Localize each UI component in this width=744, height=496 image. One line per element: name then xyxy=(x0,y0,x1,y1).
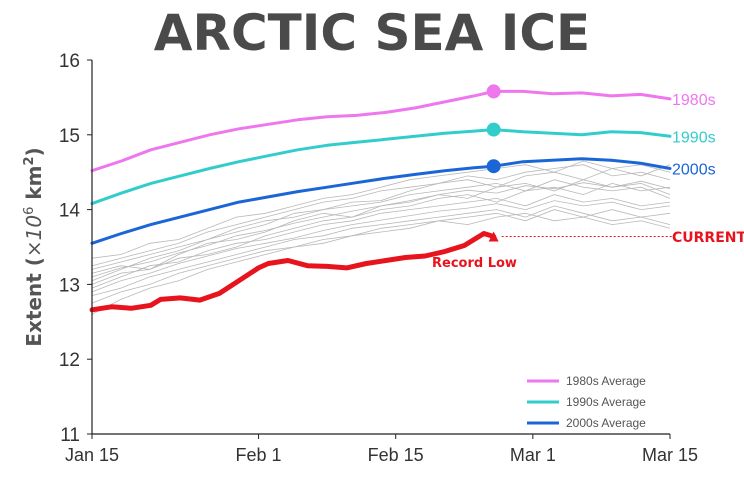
series-lines: 1980s 1990s 2000s xyxy=(89,84,716,313)
y-tick-label-16: 16 xyxy=(59,51,80,72)
legend: 1980s Average 1990s Average 2000s Averag… xyxy=(527,374,646,430)
series-line-2000s xyxy=(90,157,672,245)
background-year-line-12 xyxy=(91,200,671,293)
chart-title: ARCTIC SEA ICE xyxy=(154,4,590,62)
series-end-label-2000s: 2000s xyxy=(672,161,716,178)
x-tick-label: Feb 15 xyxy=(368,445,424,465)
background-year-line-5 xyxy=(91,205,671,296)
y-tick-label-12: 12 xyxy=(59,350,80,371)
y-axis-label-unit-exponent: 2 xyxy=(22,156,37,165)
axes: 11 12 13 14 15 16 Jan 15 Feb 1 Feb 15 Mar 1 Mar 15 xyxy=(59,51,698,465)
series-line-1990s xyxy=(90,128,672,206)
series-line-current xyxy=(89,231,497,313)
current-day-marker-2000s xyxy=(486,159,501,174)
y-axis-label-unit: km xyxy=(22,165,46,206)
legend-label-1980s: 1980s Average xyxy=(566,374,646,388)
y-axis-label-exponent: 6 xyxy=(22,207,37,215)
background-year-line-10 xyxy=(91,209,671,315)
background-year-line-11 xyxy=(91,180,671,278)
x-tick-label: Jan 15 xyxy=(65,445,119,465)
background-year-line-4 xyxy=(91,164,671,267)
background-year-lines xyxy=(91,160,671,315)
x-tick-label: Mar 1 xyxy=(510,445,556,465)
background-year-line-8 xyxy=(91,212,671,304)
y-axis-label: Extent (×106 km2) xyxy=(22,147,46,346)
y-tick-label-11: 11 xyxy=(60,425,80,446)
background-year-line-6 xyxy=(91,160,671,259)
y-tick-label-15: 15 xyxy=(59,126,80,147)
background-year-line-1 xyxy=(91,164,671,282)
record-low-label: Record Low xyxy=(432,256,517,271)
series-line-1980s xyxy=(90,89,672,173)
x-tick-label: Feb 1 xyxy=(236,445,282,465)
current-day-marker-1980s xyxy=(486,84,501,99)
current-end-marker xyxy=(488,231,499,242)
y-axis-label-math: ×10 xyxy=(22,215,46,257)
legend-label-1990s: 1990s Average xyxy=(566,395,646,409)
y-tick-label-13: 13 xyxy=(59,275,80,296)
y-axis-label-close: ) xyxy=(22,147,46,156)
current-label: CURRENT xyxy=(672,230,744,246)
y-axis-label-text: Extent ( xyxy=(22,257,46,347)
series-end-label-1980s: 1980s xyxy=(672,92,716,109)
background-year-line-3 xyxy=(91,194,671,289)
background-year-line-7 xyxy=(91,182,671,285)
series-end-label-1990s: 1990s xyxy=(672,129,716,146)
x-tick-label: Mar 15 xyxy=(642,445,698,465)
legend-label-2000s: 2000s Average xyxy=(566,416,646,430)
current-day-marker-1990s xyxy=(486,122,501,137)
y-tick-label-14: 14 xyxy=(59,201,81,222)
